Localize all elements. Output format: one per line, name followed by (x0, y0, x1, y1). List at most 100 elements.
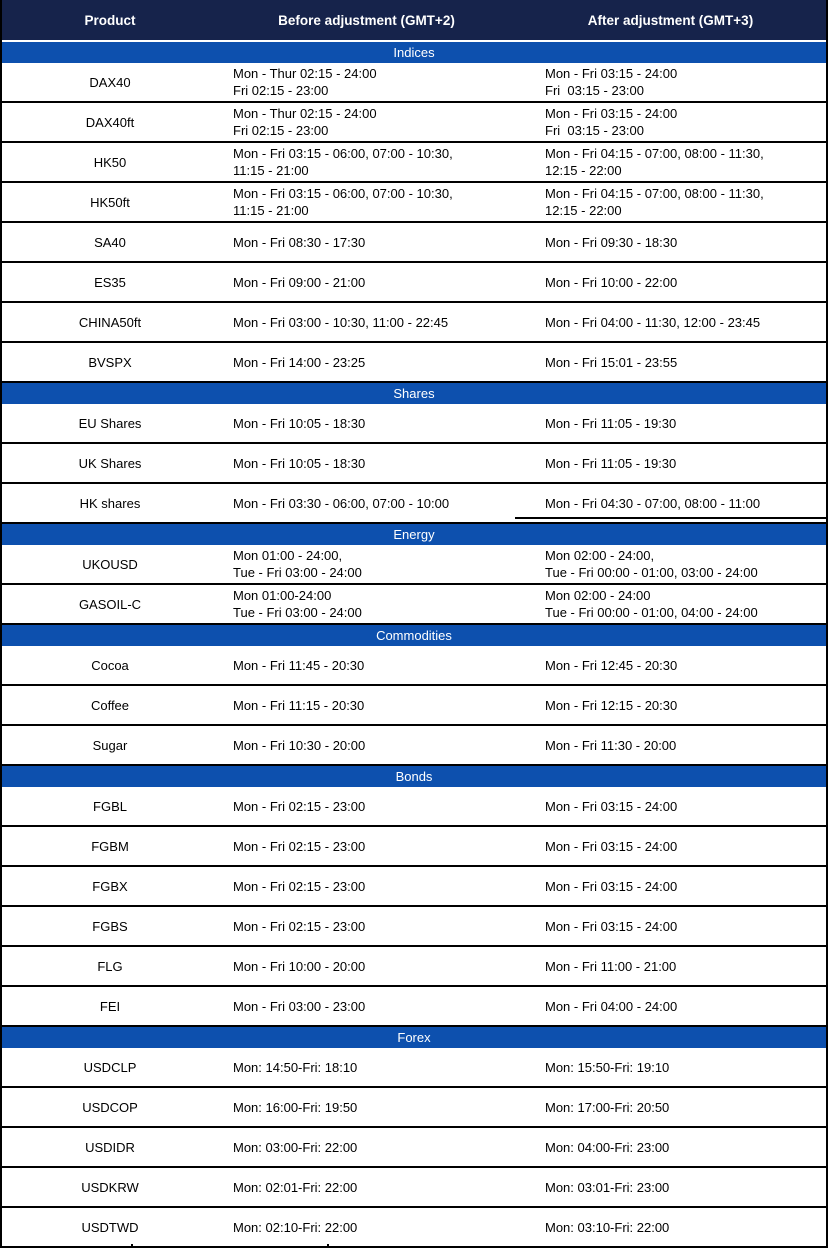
section-band-energy: Energy (2, 524, 826, 545)
table-row: USDIDR Mon: 03:00-Fri: 22:00 Mon: 04:00-Fr… (2, 1128, 826, 1168)
table-row: EU Shares Mon - Fri 10:05 - 18:30 Mon - Fr… (2, 404, 826, 444)
cell-product: CHINA50ft (78, 314, 142, 330)
table-row: FGBS Mon - Fri 02:15 - 23:00 Mon - Fri 03:… (2, 907, 826, 947)
column-header-before-adjustment: Before adjustment (GMT+2) (278, 12, 455, 28)
cell-product: DAX40ft (85, 114, 135, 130)
cell-before: Mon - Fri 02:15 - 23:00 (233, 918, 366, 934)
cell-before: Mon - Fri 10:00 - 20:00 (233, 958, 366, 974)
cell-after: Mon - Fri 11:05 - 19:30 (545, 455, 677, 471)
cell-product: GASOIL-C (78, 596, 142, 612)
cell-product: FGBS (92, 918, 128, 934)
cell-product: HK50ft (90, 194, 130, 210)
cell-after: Mon: 03:01-Fri: 23:00 (545, 1179, 670, 1195)
table-row: FGBM Mon - Fri 02:15 - 23:00 Mon - Fri 03:… (2, 827, 826, 867)
table-row: USDCLP Mon: 14:50-Fri: 18:10 Mon: 15:50-Fr… (2, 1048, 826, 1088)
cell-before: Mon: 14:50-Fri: 18:10 (233, 1059, 358, 1075)
table-row: USDKRW Mon: 02:01-Fri: 22:00 Mon: 03:01-Fr… (2, 1168, 826, 1208)
cell-after: Mon: 15:50-Fri: 19:10 (545, 1059, 670, 1075)
cell-before: Mon: 02:01-Fri: 22:00 (233, 1179, 358, 1195)
cell-after: Mon - Fri 03:15 - 24:00 Fri 03:15 - 23:0… (545, 66, 678, 98)
cell-border-artifact (515, 517, 826, 519)
table-header-row: Product Before adjustment (GMT+2) After … (2, 0, 826, 42)
cell-before: Mon - Fri 08:30 - 17:30 (233, 234, 366, 250)
bottom-border-tick (327, 1244, 329, 1248)
cell-product: USDIDR (85, 1139, 135, 1155)
cell-product: Cocoa (91, 657, 129, 673)
table-row: Coffee Mon - Fri 11:15 - 20:30 Mon - Fri 1… (2, 686, 826, 726)
cell-product: USDCOP (82, 1099, 138, 1115)
table-row: FGBX Mon - Fri 02:15 - 23:00 Mon - Fri 03:… (2, 867, 826, 907)
table-row: HK shares Mon - Fri 03:30 - 06:00, 07:00 … (2, 484, 826, 524)
table-row: BVSPX Mon - Fri 14:00 - 23:25 Mon - Fri 15… (2, 343, 826, 383)
cell-before: Mon - Fri 11:45 - 20:30 (233, 657, 365, 673)
column-header-product: Product (84, 12, 136, 28)
cell-after: Mon - Fri 04:00 - 11:30, 12:00 - 23:45 (545, 314, 761, 330)
cell-product: EU Shares (78, 415, 142, 431)
cell-before: Mon: 16:00-Fri: 19:50 (233, 1099, 358, 1115)
cell-before: Mon - Fri 03:15 - 06:00, 07:00 - 10:30, … (233, 186, 453, 218)
cell-after: Mon - Fri 03:15 - 24:00 (545, 838, 678, 854)
table-body: Indices DAX40 Mon - Thur 02:15 - 24:00 Fri… (2, 42, 826, 1248)
column-header-after-adjustment: After adjustment (GMT+3) (587, 12, 754, 28)
table-row: FEI Mon - Fri 03:00 - 23:00 Mon - Fri 04:0… (2, 987, 826, 1027)
cell-before: Mon - Fri 03:30 - 06:00, 07:00 - 10:00 (233, 495, 450, 511)
cell-product: USDCLP (83, 1059, 137, 1075)
cell-before: Mon - Fri 02:15 - 23:00 (233, 878, 366, 894)
cell-before: Mon - Fri 03:00 - 10:30, 11:00 - 22:45 (233, 314, 449, 330)
cell-product: Coffee (90, 697, 130, 713)
cell-before: Mon: 03:00-Fri: 22:00 (233, 1139, 358, 1155)
cell-before: Mon 01:00-24:00 Tue - Fri 03:00 - 24:00 (233, 588, 362, 620)
cell-before: Mon 01:00 - 24:00, Tue - Fri 03:00 - 24:… (233, 548, 362, 580)
cell-before: Mon - Thur 02:15 - 24:00 Fri 02:15 - 23:… (233, 106, 377, 138)
cell-product: SA40 (94, 234, 126, 250)
table-row: FLG Mon - Fri 10:00 - 20:00 Mon - Fri 11:0… (2, 947, 826, 987)
cell-before: Mon - Fri 11:15 - 20:30 (233, 697, 365, 713)
cell-after: Mon - Fri 11:00 - 21:00 (545, 958, 677, 974)
cell-product: ES35 (94, 274, 126, 290)
cell-after: Mon - Fri 10:00 - 22:00 (545, 274, 678, 290)
cell-after: Mon - Fri 03:15 - 24:00 (545, 918, 678, 934)
cell-product: USDTWD (81, 1219, 139, 1235)
table-row: DAX40ft Mon - Thur 02:15 - 24:00 Fri 02:1… (2, 103, 826, 143)
cell-after: Mon: 17:00-Fri: 20:50 (545, 1099, 670, 1115)
cell-after: Mon - Fri 11:30 - 20:00 (545, 737, 677, 753)
cell-after: Mon 02:00 - 24:00, Tue - Fri 00:00 - 01:… (545, 548, 758, 580)
cell-after: Mon 02:00 - 24:00 Tue - Fri 00:00 - 01:0… (545, 588, 758, 620)
cell-after: Mon - Fri 03:15 - 24:00 (545, 878, 678, 894)
table-row: DAX40 Mon - Thur 02:15 - 24:00 Fri 02:15 … (2, 63, 826, 103)
cell-after: Mon - Fri 11:05 - 19:30 (545, 415, 677, 431)
table-row: UKOUSD Mon 01:00 - 24:00, Tue - Fri 03:00… (2, 545, 826, 585)
cell-after: Mon - Fri 15:01 - 23:55 (545, 354, 678, 370)
cell-product: DAX40 (89, 74, 131, 90)
cell-before: Mon - Fri 02:15 - 23:00 (233, 838, 366, 854)
cell-before: Mon - Fri 09:00 - 21:00 (233, 274, 366, 290)
section-band-indices: Indices (2, 42, 826, 63)
table-row: FGBL Mon - Fri 02:15 - 23:00 Mon - Fri 03:… (2, 787, 826, 827)
table-row: USDCOP Mon: 16:00-Fri: 19:50 Mon: 17:00-Fr… (2, 1088, 826, 1128)
table-row: Sugar Mon - Fri 10:30 - 20:00 Mon - Fri 11… (2, 726, 826, 766)
table-row: GASOIL-C Mon 01:00-24:00 Tue - Fri 03:00 … (2, 585, 826, 625)
cell-product: FLG (97, 958, 123, 974)
cell-product: HK50 (93, 154, 127, 170)
cell-product: BVSPX (88, 354, 132, 370)
table-row: CHINA50ft Mon - Fri 03:00 - 10:30, 11:00 … (2, 303, 826, 343)
cell-before: Mon - Thur 02:15 - 24:00 Fri 02:15 - 23:… (233, 66, 377, 98)
cell-before: Mon - Fri 02:15 - 23:00 (233, 798, 366, 814)
cell-product: Sugar (92, 737, 128, 753)
cell-after: Mon - Fri 04:00 - 24:00 (545, 998, 678, 1014)
table-row: HK50ft Mon - Fri 03:15 - 06:00, 07:00 - 1… (2, 183, 826, 223)
cell-after: Mon - Fri 03:15 - 24:00 (545, 798, 678, 814)
cell-after: Mon - Fri 04:15 - 07:00, 08:00 - 11:30, … (545, 146, 764, 178)
cell-product: USDKRW (81, 1179, 139, 1195)
cell-product: UKOUSD (82, 556, 138, 572)
cell-product: FGBM (91, 838, 129, 854)
cell-after: Mon - Fri 03:15 - 24:00 Fri 03:15 - 23:0… (545, 106, 678, 138)
cell-before: Mon - Fri 03:00 - 23:00 (233, 998, 366, 1014)
cell-before: Mon - Fri 03:15 - 06:00, 07:00 - 10:30, … (233, 146, 453, 178)
table-row: USDTWD Mon: 02:10-Fri: 22:00 Mon: 03:10-Fr… (2, 1208, 826, 1248)
cell-after: Mon - Fri 12:15 - 20:30 (545, 697, 678, 713)
table-row: Cocoa Mon - Fri 11:45 - 20:30 Mon - Fri 12… (2, 646, 826, 686)
cell-after: Mon - Fri 09:30 - 18:30 (545, 234, 678, 250)
cell-after: Mon - Fri 04:30 - 07:00, 08:00 - 11:00 (545, 495, 761, 511)
